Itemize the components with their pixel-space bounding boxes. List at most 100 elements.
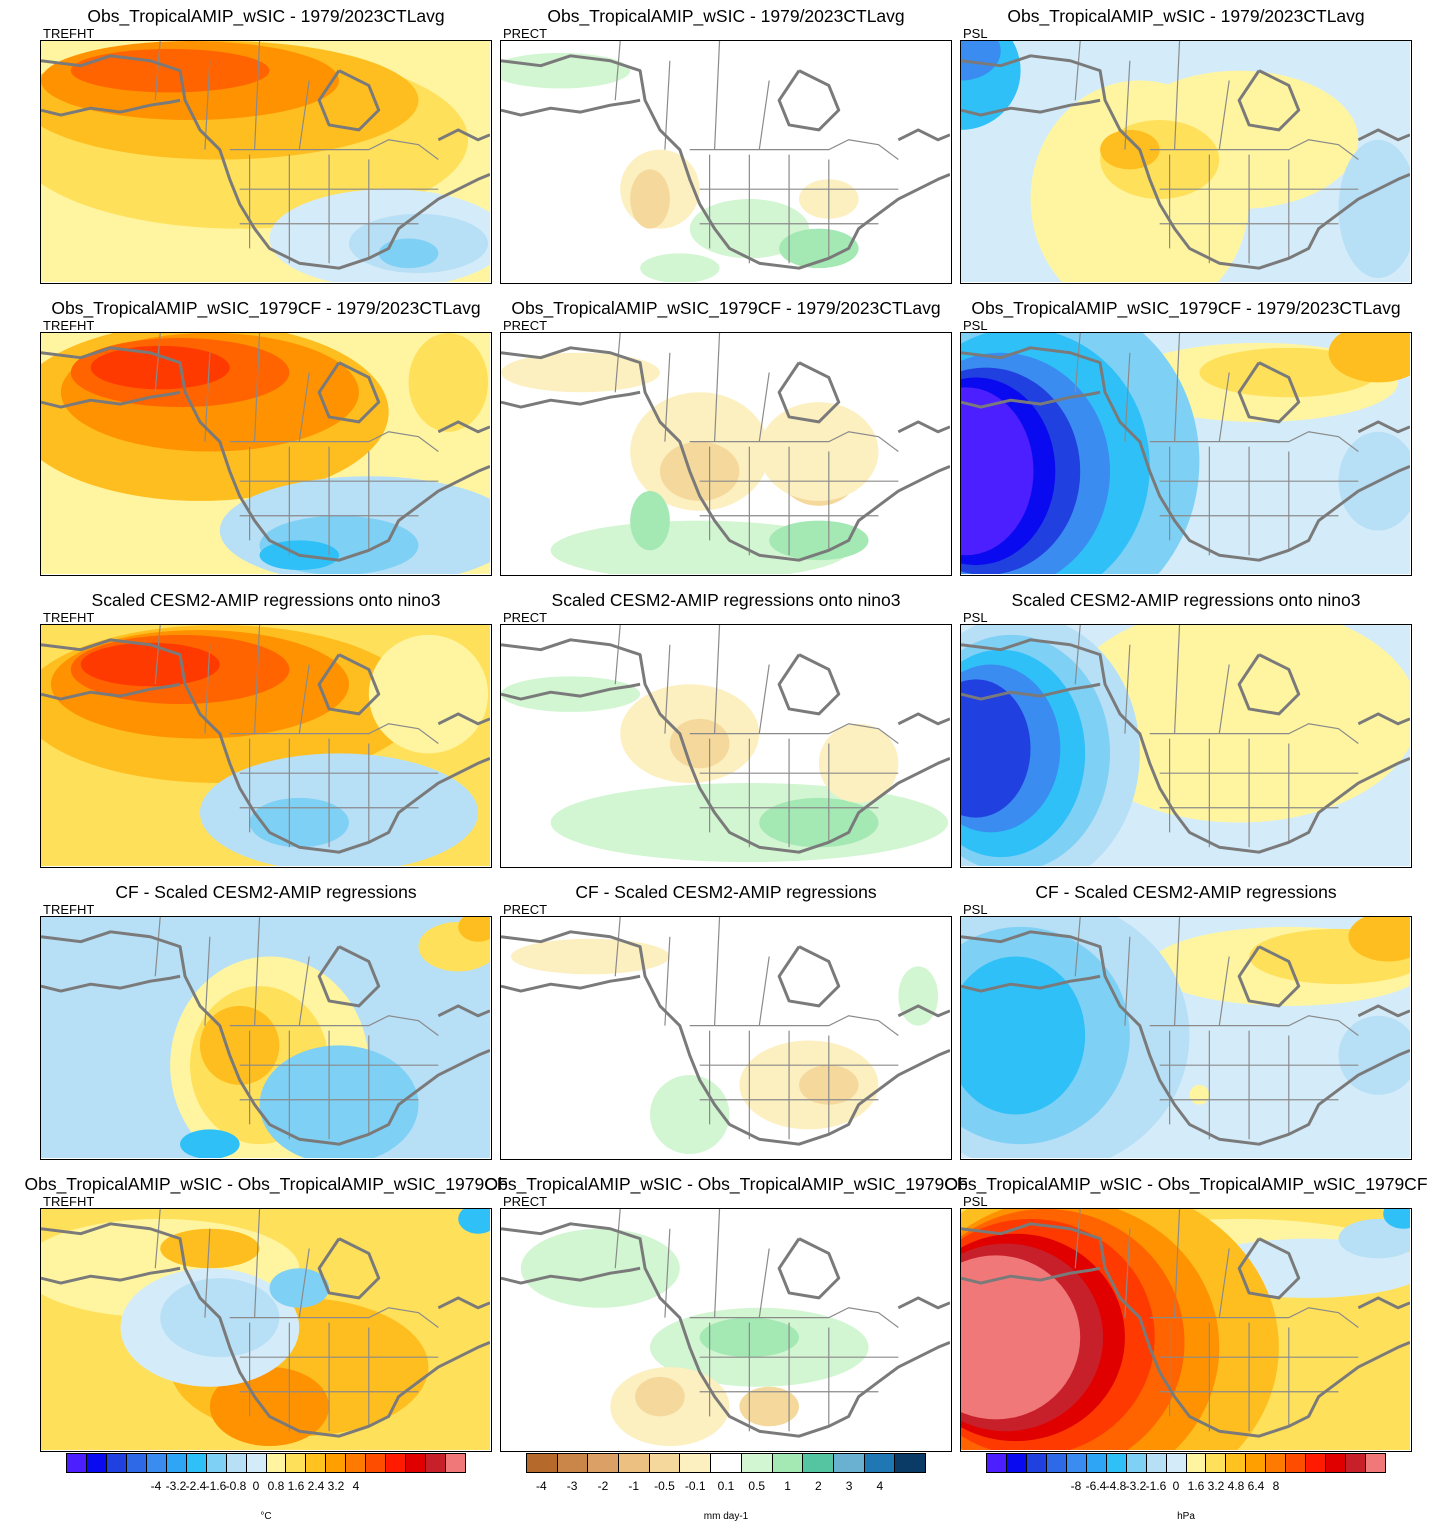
panel-variable-label: TREFHT	[43, 902, 95, 917]
map-panel-r3-psl: Scaled CESM2-AMIP regressions onto nino3…	[960, 590, 1412, 890]
map-panel-r3-trefht: Scaled CESM2-AMIP regressions onto nino3…	[40, 590, 492, 890]
panel-title: Obs_TropicalAMIP_wSIC - 1979/2023CTLavg	[87, 6, 445, 26]
colorbar-swatch	[741, 1454, 773, 1472]
colorbar-tick-label: 1	[784, 1479, 791, 1493]
panel-title: Obs_TropicalAMIP_wSIC - Obs_TropicalAMIP…	[944, 1174, 1428, 1194]
map-field	[40, 332, 492, 576]
colorbar-swatch	[1186, 1454, 1207, 1472]
map-panel-r4-prect: CF - Scaled CESM2-AMIP regressions PRECT	[500, 882, 952, 1182]
colorbar-tick-label: 1.6	[1187, 1479, 1205, 1493]
map-field	[40, 916, 492, 1160]
colorbar-prect: -4 -3 -2 -1 -0.5 -0.1 0.1 0.5 1 2 3 4 mm day-1	[526, 1453, 926, 1533]
colorbar-tick-label: 0.5	[748, 1479, 766, 1493]
colorbar-swatches	[66, 1453, 466, 1473]
colorbar-swatch	[1266, 1454, 1287, 1472]
colorbar-swatch	[1166, 1454, 1187, 1472]
map-panel-r4-psl: CF - Scaled CESM2-AMIP regressions PSL	[960, 882, 1412, 1182]
colorbar-swatches	[526, 1453, 926, 1473]
panel-variable-label: PRECT	[503, 610, 548, 625]
colorbar-swatch	[987, 1454, 1007, 1472]
panel-variable-label: PSL	[963, 1194, 988, 1209]
colorbar-swatch	[226, 1454, 247, 1472]
panel-title: Obs_TropicalAMIP_wSIC_1979CF - 1979/2023…	[511, 298, 941, 318]
colorbar-tick-label: 0.1	[717, 1479, 735, 1493]
panel-variable-label: PRECT	[503, 26, 548, 41]
panel-title: CF - Scaled CESM2-AMIP regressions	[1035, 882, 1337, 902]
colorbar-swatch	[1246, 1454, 1267, 1472]
map-panel-r5-trefht: Obs_TropicalAMIP_wSIC - Obs_TropicalAMIP…	[24, 1174, 508, 1474]
colorbar-tick-label: -8	[1070, 1479, 1082, 1493]
colorbar-tick-label: -3	[566, 1479, 578, 1493]
colorbar-unit: °C	[260, 1511, 272, 1522]
colorbar-swatch	[1006, 1454, 1027, 1472]
colorbar-swatch	[1066, 1454, 1087, 1472]
colorbar-tick-label: -1	[628, 1479, 640, 1493]
colorbar-swatch	[246, 1454, 267, 1472]
colorbar-tick-label: -2	[597, 1479, 609, 1493]
colorbar-swatch	[346, 1454, 367, 1472]
colorbar-unit: hPa	[1177, 1511, 1195, 1522]
panel-title: Obs_TropicalAMIP_wSIC - Obs_TropicalAMIP…	[484, 1174, 968, 1194]
colorbar-swatches	[986, 1453, 1386, 1473]
map-field	[500, 916, 952, 1160]
colorbar-tick-label: 0	[252, 1479, 260, 1493]
map-panel-r5-psl: Obs_TropicalAMIP_wSIC - Obs_TropicalAMIP…	[944, 1174, 1428, 1474]
panel-title: Obs_TropicalAMIP_wSIC_1979CF - 1979/2023…	[971, 298, 1401, 318]
colorbar-tick-label: -0.1	[684, 1479, 706, 1493]
colorbar-swatch	[1086, 1454, 1107, 1472]
colorbar-swatch	[803, 1454, 834, 1472]
map-field	[500, 624, 952, 868]
colorbar-tick-label: 0	[1172, 1479, 1180, 1493]
colorbar-tick-label: 3.2	[327, 1479, 345, 1493]
colorbar-swatch	[557, 1454, 589, 1472]
panel-title: Obs_TropicalAMIP_wSIC_1979CF - 1979/2023…	[51, 298, 481, 318]
map-field	[960, 332, 1412, 576]
map-panel-r4-trefht: CF - Scaled CESM2-AMIP regressions TREFHT	[40, 882, 492, 1182]
colorbar-tick-label: -0.8	[225, 1479, 247, 1493]
colorbar-tick-label: 2	[814, 1479, 822, 1493]
colorbar-swatch	[306, 1454, 327, 1472]
map-panel-r2-trefht: Obs_TropicalAMIP_wSIC_1979CF - 1979/2023…	[40, 298, 492, 598]
colorbar-tick-label: 3.2	[1207, 1479, 1225, 1493]
map-field	[960, 916, 1412, 1160]
panel-variable-label: PRECT	[503, 1194, 548, 1209]
colorbar-swatch	[1326, 1454, 1347, 1472]
panel-title: Obs_TropicalAMIP_wSIC - 1979/2023CTLavg	[547, 6, 905, 26]
colorbar-swatch	[680, 1454, 712, 1472]
panel-variable-label: TREFHT	[43, 1194, 95, 1209]
map-panel-r1-psl: Obs_TropicalAMIP_wSIC - 1979/2023CTLavg P…	[960, 6, 1412, 306]
colorbar-swatch	[1126, 1454, 1147, 1472]
colorbar-tick-label: -4	[536, 1479, 547, 1493]
panel-variable-label: PSL	[963, 902, 988, 917]
colorbar-swatch	[67, 1454, 87, 1472]
panel-title: Obs_TropicalAMIP_wSIC - 1979/2023CTLavg	[1007, 6, 1365, 26]
colorbar-tick-label: -1.6	[205, 1479, 227, 1493]
panel-variable-label: PSL	[963, 610, 988, 625]
colorbar-tick-label: 3	[845, 1479, 853, 1493]
colorbar-tick-label: 4	[876, 1479, 884, 1493]
panel-title: CF - Scaled CESM2-AMIP regressions	[575, 882, 877, 902]
colorbar-swatch	[366, 1454, 387, 1472]
colorbar-tick-label: -1.6	[1145, 1479, 1167, 1493]
colorbar-tick-label: 6.4	[1247, 1479, 1265, 1493]
colorbar-swatch	[1306, 1454, 1327, 1472]
colorbar-swatch	[1286, 1454, 1307, 1472]
map-panel-r3-prect: Scaled CESM2-AMIP regressions onto nino3…	[500, 590, 952, 890]
colorbar-swatch	[326, 1454, 347, 1472]
map-field	[40, 40, 492, 284]
map-field	[500, 40, 952, 284]
map-field	[960, 624, 1412, 868]
colorbar-swatch	[146, 1454, 167, 1472]
colorbar-swatch	[266, 1454, 287, 1472]
map-field	[960, 40, 1412, 284]
colorbar-swatch	[864, 1454, 896, 1472]
panel-variable-label: TREFHT	[43, 26, 95, 41]
colorbar-swatch	[126, 1454, 147, 1472]
panel-title: Scaled CESM2-AMIP regressions onto nino3	[1011, 590, 1361, 610]
map-field	[40, 624, 492, 868]
colorbar-swatch	[1146, 1454, 1167, 1472]
colorbar-swatch	[446, 1454, 466, 1472]
colorbar-tick-label: 2.4	[307, 1479, 325, 1493]
colorbar-swatch	[166, 1454, 187, 1472]
colorbar-swatch	[833, 1454, 865, 1472]
